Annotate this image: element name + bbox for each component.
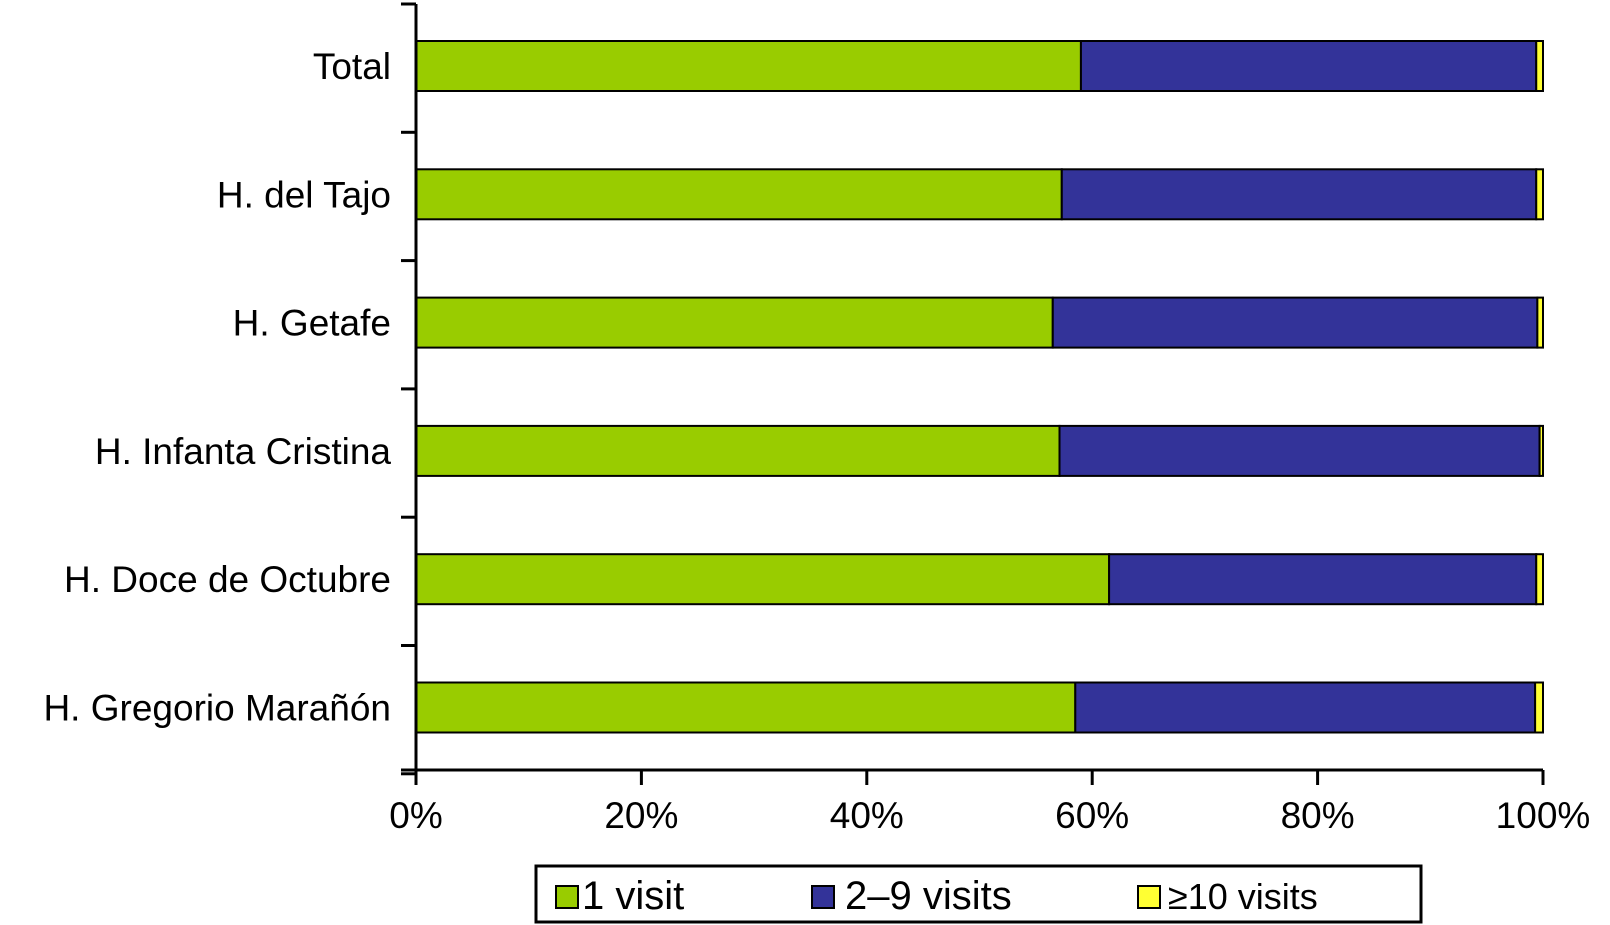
bar-h-infanta-cristina-1-visit (415, 424, 1061, 477)
bar-h-del-tajo-2-9-visits (1060, 168, 1538, 221)
bar-h-doce-de-octubre-10-visits (1535, 553, 1545, 606)
x-tick-label: 60% (1055, 795, 1129, 836)
bar-h-doce-de-octubre-2-9-visits (1108, 553, 1538, 606)
category-label-total: Total (313, 46, 391, 87)
category-label-h-doce-de-octubre: H. Doce de Octubre (64, 559, 391, 600)
legend-swatch-2-9-visits (811, 885, 835, 909)
bar-total-2-9-visits (1079, 40, 1538, 92)
legend-label-2-9-visits: 2–9 visits (845, 874, 1012, 918)
category-label-h-infanta-cristina: H. Infanta Cristina (95, 431, 392, 472)
x-tick-labels: 0% 20% 40% 60% 80% 100% (389, 795, 1590, 836)
bar-h-gregorio-maranon-2-9-visits (1074, 681, 1537, 734)
legend-label-10-visits: ≥10 visits (1168, 876, 1318, 917)
bar-h-doce-de-octubre-1-visit (415, 553, 1111, 606)
bar-total-10-visits (1535, 40, 1545, 92)
bar-h-del-tajo-1-visit (415, 168, 1063, 221)
bar-h-infanta-cristina-10-visits (1538, 424, 1545, 477)
bar-h-getafe-1-visit (415, 296, 1054, 349)
legend-label-1-visit: 1 visit (582, 874, 684, 918)
legend: 1 visit 2–9 visits ≥10 visits (534, 864, 1423, 924)
x-tick-label: 40% (830, 795, 904, 836)
bar-h-del-tajo-10-visits (1535, 168, 1545, 221)
category-label-h-gregorio-maranon: H. Gregorio Marañón (43, 688, 391, 729)
category-label-h-getafe: H. Getafe (233, 303, 391, 344)
axes-layer (401, 2, 1545, 785)
legend-box (534, 864, 1423, 924)
x-tick-label: 20% (604, 795, 678, 836)
bar-h-gregorio-maranon-1-visit (415, 681, 1077, 734)
legend-swatch-10-visits (1137, 885, 1161, 909)
category-labels: Total H. del Tajo H. Getafe H. Infanta Cris… (43, 46, 391, 729)
x-tick-label: 100% (1496, 795, 1591, 836)
bar-h-infanta-cristina-2-9-visits (1058, 424, 1541, 477)
bar-h-getafe-2-9-visits (1051, 296, 1539, 349)
legend-swatch-1-visit (555, 885, 579, 909)
category-label-h-del-tajo: H. del Tajo (217, 174, 391, 215)
x-tick-label: 0% (389, 795, 442, 836)
bar-total-1-visit (415, 40, 1082, 92)
bar-h-getafe-10-visits (1536, 296, 1544, 349)
bars-layer (415, 40, 1545, 734)
bar-h-gregorio-maranon-10-visits (1534, 681, 1544, 734)
x-tick-label: 80% (1281, 795, 1355, 836)
